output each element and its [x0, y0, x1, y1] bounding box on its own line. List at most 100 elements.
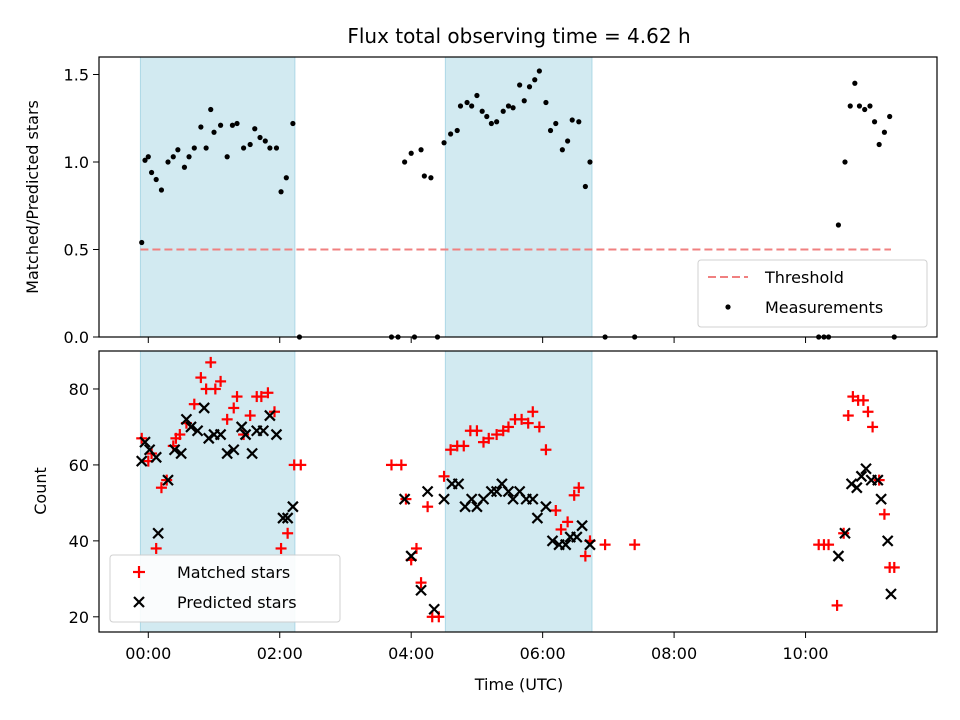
data-point — [831, 599, 843, 611]
top-panel: 0.0 0.5 1.0 1.5 Matched/Predicted stars Thr… — [23, 56, 938, 347]
data-point — [277, 512, 289, 524]
data-point — [221, 447, 233, 460]
data-point — [152, 527, 164, 540]
legend-threshold-label: Threshold — [764, 268, 844, 287]
data-point — [474, 92, 480, 99]
data-point — [522, 417, 534, 429]
data-point — [228, 402, 240, 414]
data-point — [569, 117, 575, 123]
data-point — [214, 428, 227, 441]
data-point — [195, 372, 207, 384]
data-point — [188, 398, 200, 410]
data-point — [139, 239, 145, 246]
data-point — [568, 489, 580, 501]
data-point — [398, 493, 411, 505]
data-point — [239, 428, 252, 441]
data-point — [252, 126, 258, 132]
y-tick-label: 20 — [69, 608, 89, 627]
data-point — [862, 106, 868, 113]
data-point — [270, 428, 283, 441]
data-point — [170, 154, 176, 160]
data-point — [405, 550, 417, 562]
data-point — [441, 140, 447, 146]
data-point — [385, 459, 397, 471]
data-point — [150, 451, 162, 464]
data-point — [852, 80, 858, 86]
data-point — [142, 157, 148, 163]
data-point — [546, 535, 559, 547]
data-point — [855, 470, 868, 483]
data-point — [847, 103, 853, 109]
data-point — [281, 512, 294, 524]
data-point — [180, 413, 193, 426]
data-point — [469, 103, 475, 109]
data-point — [582, 183, 588, 190]
data-point — [565, 138, 571, 144]
data-point — [198, 402, 210, 414]
data-point — [465, 493, 478, 505]
legend-matched-swatch — [133, 566, 145, 578]
data-point — [257, 134, 263, 141]
x-tick-label: 02:00 — [257, 644, 303, 663]
top-legend: Threshold Measurements — [697, 259, 928, 328]
y-tick-label: 0.5 — [64, 241, 89, 260]
x-axis-label: Time (UTC) — [474, 675, 563, 694]
data-point — [255, 391, 267, 403]
data-point — [438, 470, 450, 482]
data-point — [823, 539, 835, 551]
data-point — [217, 122, 224, 128]
data-point — [587, 159, 593, 165]
data-point — [203, 145, 209, 151]
data-point — [555, 523, 567, 535]
data-point — [273, 145, 280, 151]
data-point — [483, 432, 495, 444]
data-point — [402, 159, 408, 165]
data-point — [458, 440, 470, 452]
data-point — [471, 425, 483, 437]
data-point — [262, 138, 268, 144]
data-point — [536, 68, 542, 74]
data-point — [185, 421, 197, 433]
bottom-y-axis-label: Count — [31, 467, 50, 515]
data-point — [479, 108, 485, 114]
data-point — [262, 387, 274, 399]
series-x — [135, 402, 897, 615]
data-point — [576, 119, 582, 125]
data-point — [887, 113, 893, 120]
chart-title: Flux total observing time = 4.62 h — [347, 24, 690, 48]
data-point — [209, 383, 221, 395]
data-point — [502, 485, 515, 498]
shaded-interval-1 — [139, 56, 296, 338]
legend-measurements-label: Measurements — [765, 298, 883, 317]
data-point — [175, 147, 181, 153]
data-point — [540, 444, 552, 456]
data-point — [527, 406, 539, 418]
data-point — [832, 550, 845, 562]
y-tick-label: 1.0 — [64, 153, 89, 172]
x-tick-label: 06:00 — [520, 644, 566, 663]
data-point — [408, 150, 414, 156]
data-point — [155, 482, 167, 494]
data-point — [860, 462, 872, 475]
data-point — [526, 84, 533, 90]
data-point — [428, 175, 434, 181]
data-point — [533, 421, 545, 433]
data-point — [573, 482, 585, 494]
top-panel-frame — [98, 56, 938, 338]
data-point — [842, 410, 854, 422]
data-point — [888, 561, 900, 573]
data-point — [872, 474, 884, 486]
data-point — [521, 98, 527, 104]
data-point — [494, 119, 500, 125]
data-point — [287, 500, 299, 513]
data-point — [881, 535, 894, 547]
data-point — [168, 443, 181, 456]
data-point — [278, 189, 284, 195]
data-point — [428, 603, 440, 615]
data-point — [211, 129, 217, 135]
data-point — [579, 550, 591, 562]
data-point — [162, 474, 174, 486]
data-point — [139, 436, 151, 448]
